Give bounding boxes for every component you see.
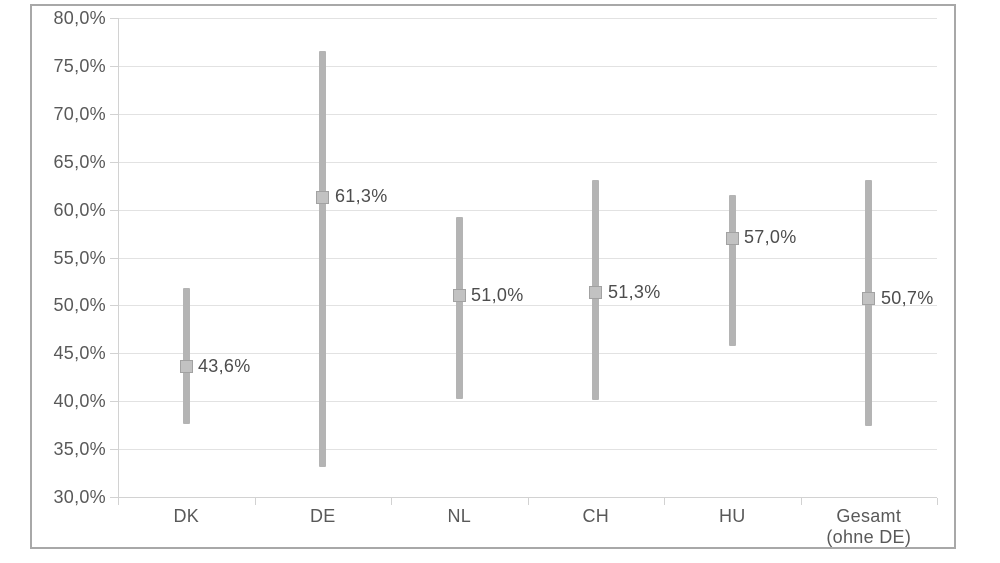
chart-frame (30, 4, 956, 549)
